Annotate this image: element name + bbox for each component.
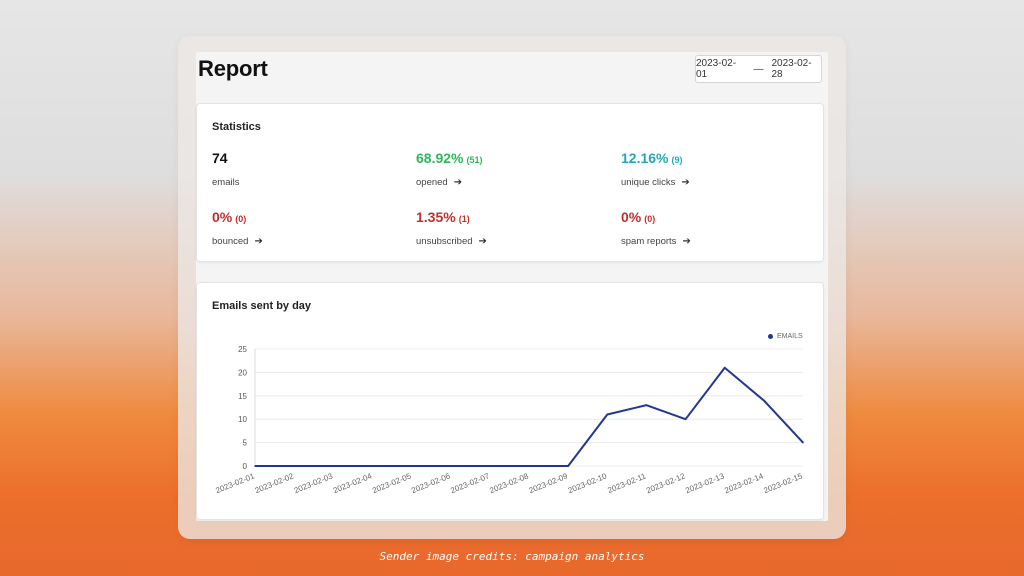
y-tick-label: 15 xyxy=(238,392,247,401)
stat-unique-clicks: 12.16% (9) unique clicks ➔ xyxy=(621,150,690,188)
x-tick-label: 2023-02-10 xyxy=(567,471,609,495)
emails-chart-card: Emails sent by day EMAILS 0 5 10 15 20 25 2023… xyxy=(197,283,823,519)
data-point xyxy=(254,465,256,467)
data-point xyxy=(802,441,804,444)
x-tick-label: 2023-02-06 xyxy=(410,471,452,495)
x-tick-label: 2023-02-03 xyxy=(293,471,335,495)
stat-bounced-label: bounced xyxy=(212,236,249,247)
emails-line-chart: 0 5 10 15 20 25 2023-02-012023-02-022023-02-03… xyxy=(214,345,804,495)
stat-unique-clicks-label: unique clicks xyxy=(621,177,676,188)
data-point xyxy=(293,465,295,467)
x-tick-label: 2023-02-15 xyxy=(762,471,804,495)
stat-opened: 68.92% (51) opened ➔ xyxy=(416,150,483,188)
arrow-right-icon: ➔ xyxy=(681,177,690,188)
stat-spam-reports: 0% (0) spam reports ➔ xyxy=(621,209,691,247)
stat-unsubscribed-value: 1.35% xyxy=(416,209,456,225)
stat-bounced-count: (0) xyxy=(235,214,247,224)
date-to: 2023-02-28 xyxy=(771,58,812,80)
stat-unsubscribed-link[interactable]: unsubscribed ➔ xyxy=(416,236,487,247)
legend-label: EMAILS xyxy=(777,333,803,340)
stat-unsubscribed-count: (1) xyxy=(458,214,470,224)
series-line-emails xyxy=(255,366,804,467)
x-tick-label: 2023-02-01 xyxy=(214,471,256,495)
chart-legend: EMAILS xyxy=(768,333,803,340)
data-point xyxy=(332,465,335,467)
stat-opened-link[interactable]: opened ➔ xyxy=(416,177,483,188)
y-tick-label: 5 xyxy=(243,439,248,448)
stat-emails-value: 74 xyxy=(212,150,228,166)
stat-unsubscribed-label: unsubscribed xyxy=(416,236,473,247)
x-tick-label: 2023-02-05 xyxy=(371,471,413,495)
data-point xyxy=(567,465,569,467)
data-point xyxy=(449,465,452,467)
date-from: 2023-02-01 xyxy=(696,58,737,80)
stat-spam-reports-value: 0% xyxy=(621,209,642,225)
image-caption: Sender image credits: campaign analytics xyxy=(379,550,645,563)
arrow-right-icon: ➔ xyxy=(254,236,263,247)
stat-spam-reports-count: (0) xyxy=(644,214,656,224)
legend-dot-icon xyxy=(768,334,773,339)
x-tick-label: 2023-02-13 xyxy=(684,471,726,495)
x-tick-label: 2023-02-09 xyxy=(528,471,570,495)
date-range-picker[interactable]: 2023-02-01 — 2023-02-28 xyxy=(695,55,822,83)
data-point xyxy=(645,404,648,406)
data-point xyxy=(371,465,374,467)
chart-title: Emails sent by day xyxy=(212,300,312,312)
y-tick-label: 10 xyxy=(238,415,247,424)
stat-emails-label: emails xyxy=(212,177,240,188)
arrow-right-icon: ➔ xyxy=(478,236,487,247)
x-tick-label: 2023-02-02 xyxy=(254,471,296,495)
x-tick-label: 2023-02-14 xyxy=(723,471,765,495)
y-tick-label: 0 xyxy=(243,462,248,471)
data-point xyxy=(410,465,413,467)
data-point xyxy=(489,465,491,467)
stat-opened-count: (51) xyxy=(466,155,483,165)
stat-unsubscribed: 1.35% (1) unsubscribed ➔ xyxy=(416,209,487,247)
data-point xyxy=(723,366,726,369)
stat-opened-label: opened xyxy=(416,177,448,188)
y-tick-label: 20 xyxy=(238,368,247,377)
data-point xyxy=(606,413,609,416)
arrow-right-icon: ➔ xyxy=(453,177,463,188)
data-point xyxy=(528,465,530,467)
stat-spam-reports-link[interactable]: spam reports ➔ xyxy=(621,236,691,247)
stat-unique-clicks-link[interactable]: unique clicks ➔ xyxy=(621,177,690,188)
stat-emails: 74 emails xyxy=(212,150,239,188)
stat-opened-value: 68.92% xyxy=(416,150,464,166)
statistics-card: Statistics 74 emails 68.92% (51) opened ➔ … xyxy=(197,104,823,261)
stat-bounced: 0% (0) bounced ➔ xyxy=(212,209,263,247)
page-title: Report xyxy=(198,56,268,81)
x-tick-label: 2023-02-08 xyxy=(488,471,530,495)
statistics-title: Statistics xyxy=(212,121,261,133)
arrow-right-icon: ➔ xyxy=(682,236,691,247)
date-separator: — xyxy=(753,63,764,75)
stat-bounced-link[interactable]: bounced ➔ xyxy=(212,236,263,247)
x-tick-label: 2023-02-11 xyxy=(606,471,647,495)
x-tick-label: 2023-02-07 xyxy=(449,471,491,495)
x-tick-label: 2023-02-12 xyxy=(645,471,687,495)
stat-bounced-value: 0% xyxy=(212,209,233,225)
stat-spam-reports-label: spam reports xyxy=(621,236,677,247)
stat-unique-clicks-count: (9) xyxy=(671,155,683,165)
stat-unique-clicks-value: 12.16% xyxy=(621,150,669,166)
data-point xyxy=(684,418,687,420)
y-tick-label: 25 xyxy=(238,345,247,354)
data-point xyxy=(763,399,765,402)
x-tick-label: 2023-02-04 xyxy=(332,471,374,495)
